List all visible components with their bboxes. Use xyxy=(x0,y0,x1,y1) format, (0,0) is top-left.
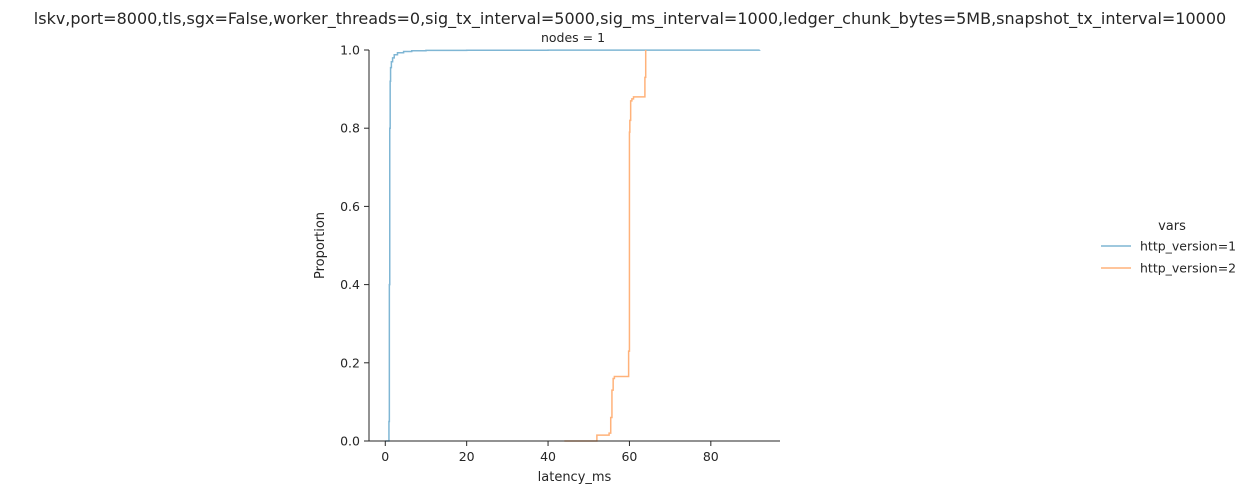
figure-title: lskv,port=8000,tls,sgx=False,worker_thre… xyxy=(34,9,1226,29)
y-axis-ticks: 0.0 0.2 0.4 0.6 0.8 1.0 xyxy=(340,43,369,449)
series-line-2 xyxy=(564,50,647,442)
legend: vars http_version=1 http_version=2 xyxy=(1101,219,1236,276)
x-axis-label: latency_ms xyxy=(538,470,612,485)
y-tick-label: 0.4 xyxy=(340,277,360,292)
x-tick-label: 80 xyxy=(703,449,719,464)
y-axis-label: Proportion xyxy=(313,212,328,279)
legend-title: vars xyxy=(1158,219,1186,234)
x-tick-label: 0 xyxy=(381,449,389,464)
y-tick-label: 0.6 xyxy=(340,199,360,214)
y-tick-label: 0.0 xyxy=(340,434,360,449)
x-axis-ticks: 0 20 40 60 80 xyxy=(381,441,719,464)
y-tick-label: 0.2 xyxy=(340,355,360,370)
x-tick-label: 20 xyxy=(459,449,475,464)
y-tick-label: 0.8 xyxy=(340,121,360,136)
plot-area: 0 20 40 60 80 0.00.20.40.60.81.0 latency_ms … xyxy=(313,43,780,485)
legend-label-1: http_version=1 xyxy=(1140,239,1236,254)
legend-label-2: http_version=2 xyxy=(1140,261,1236,276)
series-layer xyxy=(385,49,761,442)
x-tick-label: 60 xyxy=(621,449,637,464)
x-tick-label: 40 xyxy=(540,449,556,464)
facet-title: nodes = 1 xyxy=(541,30,605,45)
y-tick-label: 1.0 xyxy=(340,43,360,58)
series-line-1 xyxy=(385,49,761,442)
